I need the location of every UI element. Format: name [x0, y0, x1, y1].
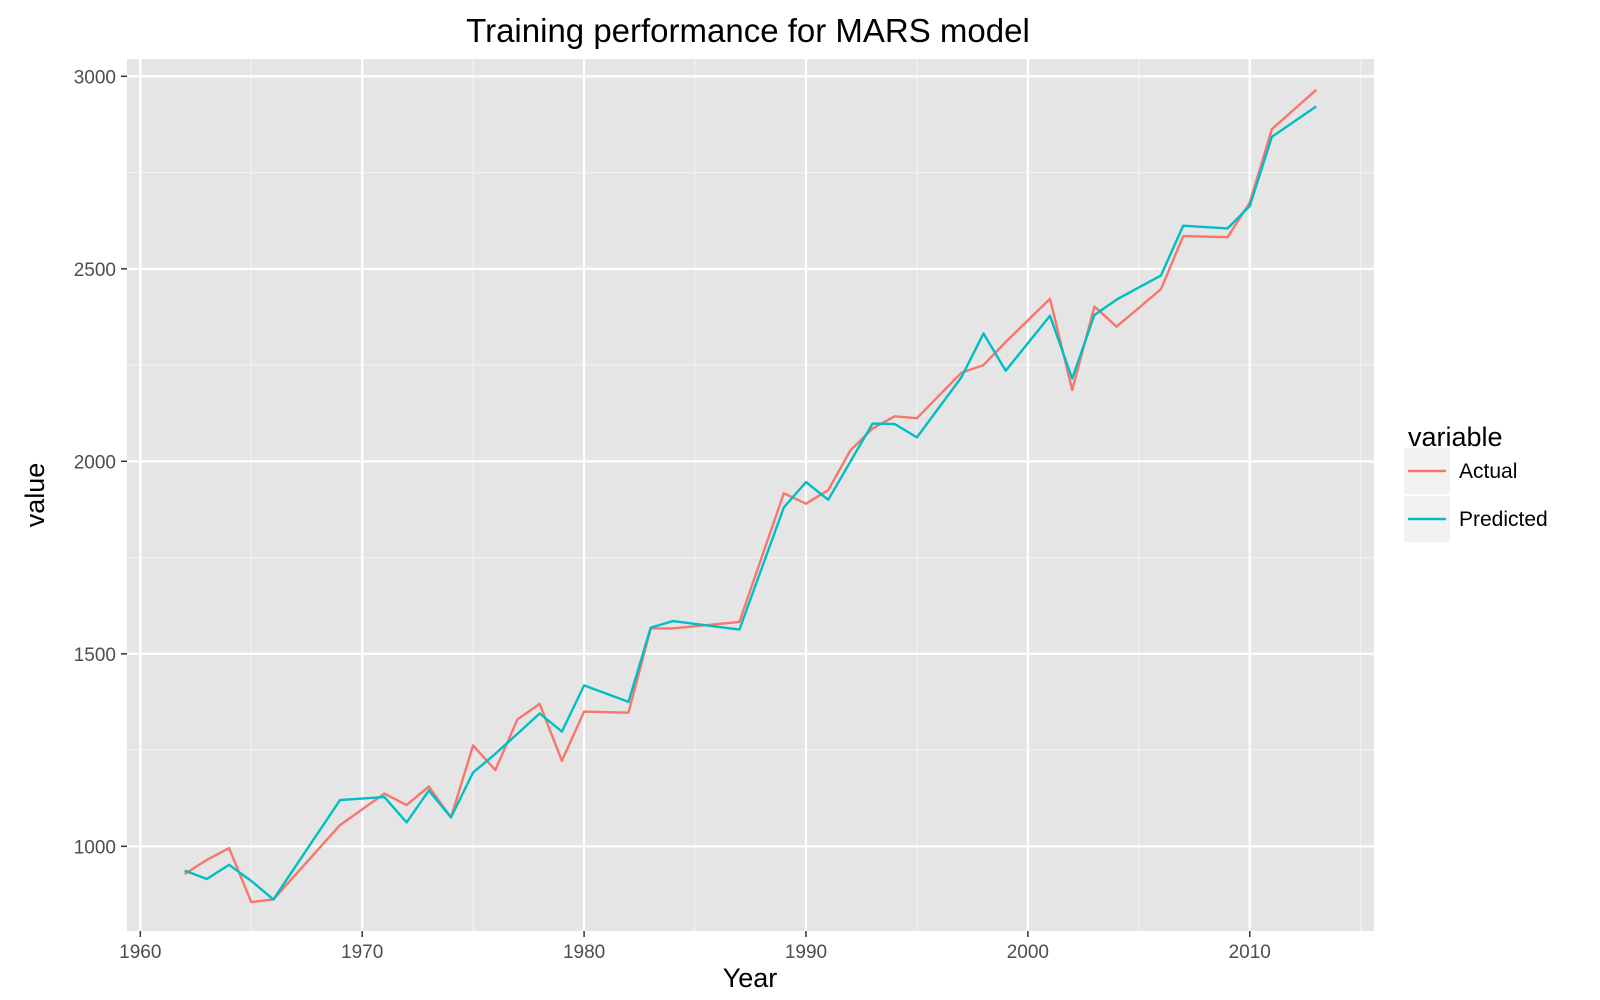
x-tick-label: 1960: [119, 942, 161, 963]
y-tick-label: 3000: [74, 67, 116, 88]
x-axis-title: Year: [723, 963, 778, 993]
x-tick-label: 1980: [563, 942, 605, 963]
y-tick-label: 1000: [74, 837, 116, 858]
y-tick-label: 2000: [74, 452, 116, 473]
plot-panel: [127, 59, 1374, 931]
y-axis-title: value: [20, 463, 50, 528]
x-tick-label: 2000: [1007, 942, 1049, 963]
series-line-actual: [184, 88, 1318, 904]
series-layer: [184, 88, 1318, 904]
minor-gridlines: [127, 59, 1374, 931]
legend-items: Actual Predicted: [1404, 448, 1548, 542]
legend-label-actual: Actual: [1459, 460, 1517, 483]
legend-title: variable: [1408, 422, 1503, 452]
y-tick-label: 2500: [74, 260, 116, 281]
x-tick-label: 1970: [341, 942, 383, 963]
x-tick-label: 2010: [1229, 942, 1271, 963]
legend: variable Actual Predicted: [1404, 422, 1548, 542]
legend-label-predicted: Predicted: [1459, 508, 1548, 531]
x-tick-label: 1990: [785, 942, 827, 963]
chart-title: Training performance for MARS model: [466, 12, 1030, 49]
series-line-predicted: [184, 105, 1317, 901]
y-tick-label: 1500: [74, 645, 116, 666]
x-axis-ticks: 1960 1970 1980 1990 2000 2010: [119, 931, 1271, 963]
major-gridlines: [127, 59, 1374, 931]
y-axis-ticks: 1000 1500 2000 2500 3000: [74, 67, 127, 858]
